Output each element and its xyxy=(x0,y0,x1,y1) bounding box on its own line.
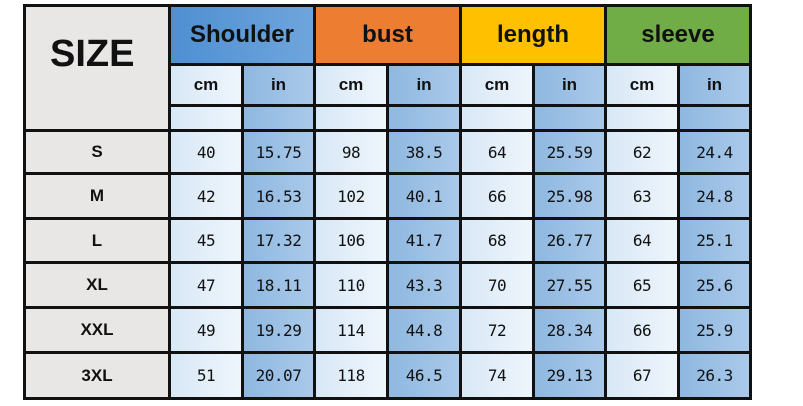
unit-header: cm xyxy=(316,66,386,104)
measurement-cell: 25.1 xyxy=(680,220,749,261)
measurement-cell: 47 xyxy=(171,264,241,306)
measurement-cell: 38.5 xyxy=(389,132,459,172)
unit-header: cm xyxy=(462,66,532,104)
measurement-cell: 26.3 xyxy=(680,354,749,397)
measurement-cell: 24.4 xyxy=(680,132,749,172)
group-header-shoulder: Shoulder xyxy=(171,7,313,63)
measurement-cell: 41.7 xyxy=(389,220,459,261)
measurement-cell: 24.8 xyxy=(680,175,749,217)
size-label: 3XL xyxy=(26,354,168,397)
measurement-cell: 16.53 xyxy=(244,175,313,217)
measurement-cell: 40.1 xyxy=(389,175,459,217)
measurement-cell: 43.3 xyxy=(389,264,459,306)
measurement-cell: 63 xyxy=(607,175,677,217)
blank-cell xyxy=(244,107,313,129)
size-label: L xyxy=(26,220,168,261)
measurement-cell: 114 xyxy=(316,309,386,351)
measurement-cell: 74 xyxy=(462,354,532,397)
measurement-cell: 40 xyxy=(171,132,241,172)
blank-cell xyxy=(607,107,677,129)
unit-header: cm xyxy=(607,66,677,104)
measurement-cell: 45 xyxy=(171,220,241,261)
measurement-cell: 70 xyxy=(462,264,532,306)
measurement-cell: 67 xyxy=(607,354,677,397)
measurement-cell: 25.98 xyxy=(535,175,604,217)
measurement-cell: 66 xyxy=(462,175,532,217)
measurement-cell: 110 xyxy=(316,264,386,306)
measurement-cell: 17.32 xyxy=(244,220,313,261)
measurement-cell: 15.75 xyxy=(244,132,313,172)
group-header-length: length xyxy=(462,7,604,63)
unit-header: cm xyxy=(171,66,241,104)
measurement-cell: 62 xyxy=(607,132,677,172)
size-label: XXL xyxy=(26,309,168,351)
measurement-cell: 102 xyxy=(316,175,386,217)
measurement-cell: 42 xyxy=(171,175,241,217)
measurement-cell: 51 xyxy=(171,354,241,397)
measurement-cell: 106 xyxy=(316,220,386,261)
measurement-cell: 19.29 xyxy=(244,309,313,351)
measurement-cell: 25.59 xyxy=(535,132,604,172)
measurement-cell: 27.55 xyxy=(535,264,604,306)
unit-header: in xyxy=(389,66,459,104)
measurement-cell: 25.6 xyxy=(680,264,749,306)
blank-cell xyxy=(316,107,386,129)
measurement-cell: 65 xyxy=(607,264,677,306)
blank-cell xyxy=(389,107,459,129)
size-label: M xyxy=(26,175,168,217)
blank-cell xyxy=(535,107,604,129)
measurement-cell: 98 xyxy=(316,132,386,172)
size-chart-table: SIZE Shoulder bust length sleeve cm in cm i… xyxy=(23,4,752,400)
measurement-cell: 20.07 xyxy=(244,354,313,397)
measurement-cell: 25.9 xyxy=(680,309,749,351)
unit-header: in xyxy=(680,66,749,104)
measurement-cell: 64 xyxy=(607,220,677,261)
blank-cell xyxy=(462,107,532,129)
measurement-cell: 18.11 xyxy=(244,264,313,306)
blank-cell xyxy=(171,107,241,129)
measurement-cell: 46.5 xyxy=(389,354,459,397)
measurement-cell: 26.77 xyxy=(535,220,604,261)
blank-cell xyxy=(680,107,749,129)
measurement-cell: 68 xyxy=(462,220,532,261)
size-label: S xyxy=(26,132,168,172)
size-header: SIZE xyxy=(26,7,168,129)
measurement-cell: 118 xyxy=(316,354,386,397)
group-header-sleeve: sleeve xyxy=(607,7,749,63)
measurement-cell: 72 xyxy=(462,309,532,351)
measurement-cell: 44.8 xyxy=(389,309,459,351)
unit-header: in xyxy=(244,66,313,104)
measurement-cell: 66 xyxy=(607,309,677,351)
measurement-cell: 29.13 xyxy=(535,354,604,397)
size-label: XL xyxy=(26,264,168,306)
measurement-cell: 49 xyxy=(171,309,241,351)
group-header-bust: bust xyxy=(316,7,459,63)
measurement-cell: 28.34 xyxy=(535,309,604,351)
measurement-cell: 64 xyxy=(462,132,532,172)
unit-header: in xyxy=(535,66,604,104)
